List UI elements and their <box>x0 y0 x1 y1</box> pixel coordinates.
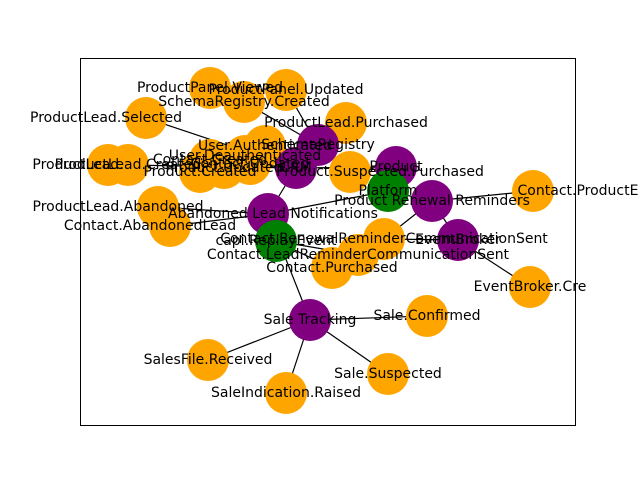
node-label: Contact.AbandonedLead <box>64 218 236 234</box>
node-event <box>149 205 191 247</box>
node-event <box>189 67 231 109</box>
node-label: ProductLead.Abandoned <box>33 199 204 215</box>
node-label: EventBroker <box>415 232 501 248</box>
node-label: Sale.Suspected <box>334 366 442 382</box>
node-label: SchemaRegistry <box>261 137 375 153</box>
node-label: ProductLead.Purchased <box>264 115 428 131</box>
node-broker <box>255 220 297 262</box>
node-label: Contact.LeadReminderCommunicationSent <box>207 247 510 263</box>
node-service <box>275 147 317 189</box>
node-label: Contact.RenewalReminderCommunicationSent <box>220 231 548 247</box>
node-label: SalesFile.Received <box>144 352 273 368</box>
node-label: ProductPanel.Updated <box>209 82 364 98</box>
node-event <box>265 372 307 414</box>
node-label: Product.Suspected.Purchased <box>276 164 484 180</box>
node-label: SaleIndication.Raised <box>211 385 361 401</box>
node-event <box>187 339 229 381</box>
node-label: Contact.ProductE <box>518 183 639 199</box>
node-label: Contact.Created <box>153 152 267 168</box>
node-label: capi.ReplayEvent <box>216 233 337 249</box>
node-service <box>437 219 479 261</box>
plot-frame <box>80 58 576 426</box>
node-label: Sale Tracking <box>264 312 357 328</box>
node-event <box>223 81 265 123</box>
node-label: ProductPanel.Viewed <box>137 80 283 96</box>
node-label: Contact.Purchased <box>266 260 397 276</box>
node-label: Abandoned Lead Notifications <box>168 206 378 222</box>
node-event <box>265 69 307 111</box>
node-label: SchemaRegistry.Created <box>158 94 329 110</box>
node-label: Sale.Confirmed <box>373 308 480 324</box>
node-label: ProductLead. <box>32 157 123 173</box>
node-event <box>367 353 409 395</box>
node-event <box>125 97 167 139</box>
node-event <box>509 266 551 308</box>
node-label: Product.Created <box>143 164 256 180</box>
node-label: ProductLead.Selected <box>30 110 182 126</box>
label-layer: ProductPanel.ViewedProductPanel.UpdatedS… <box>30 80 638 401</box>
node-event <box>329 151 371 193</box>
node-service <box>411 180 453 222</box>
node-service <box>289 299 331 341</box>
node-label: Contact.Updated <box>191 156 310 172</box>
node-label: Product.Updated <box>165 160 282 176</box>
node-label: Platform <box>358 183 417 199</box>
node-event <box>512 170 554 212</box>
node-label: User.Authenticated <box>198 138 332 154</box>
node-label: CRM <box>280 160 312 176</box>
node-event <box>229 143 271 185</box>
node-label: EventBroker.Cre <box>474 279 587 295</box>
node-label: Product Renewal Reminders <box>334 193 530 209</box>
node-label: User.Deauthenticated <box>169 148 321 164</box>
node-label: Product <box>369 159 423 175</box>
node-layer <box>87 67 554 414</box>
node-event <box>311 247 353 289</box>
node-event <box>406 295 448 337</box>
node-label: ProductLead.Created <box>55 157 202 173</box>
node-event <box>87 144 129 186</box>
node-broker <box>367 170 409 212</box>
